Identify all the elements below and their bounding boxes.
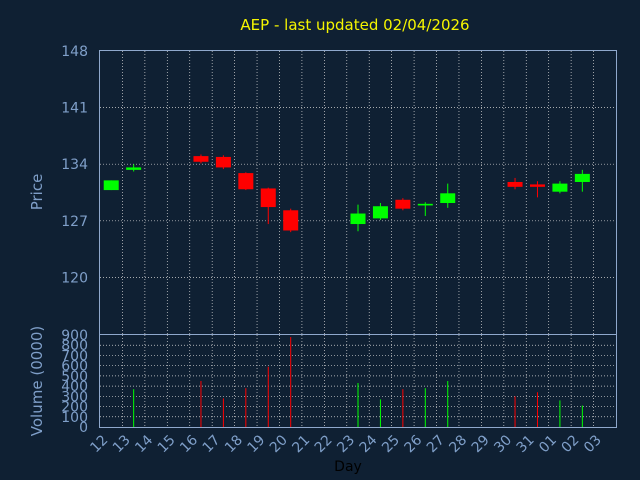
volume-tick-label: 500 — [61, 369, 88, 385]
candle-body — [529, 184, 545, 187]
price-axis-label: Price — [28, 174, 46, 211]
x-tick-label: 25 — [379, 432, 403, 456]
candle-body — [193, 156, 209, 162]
price-tick-label: 148 — [61, 44, 88, 60]
price-tick-label: 120 — [61, 270, 88, 286]
volume-bars — [133, 337, 583, 427]
price-tick-label: 127 — [61, 214, 88, 230]
x-tick-label: 14 — [132, 432, 156, 456]
volume-tick-label: 400 — [61, 379, 88, 395]
volume-tick-label: 700 — [61, 348, 88, 364]
candle-body — [440, 193, 456, 204]
candle-body — [552, 183, 568, 192]
x-tick-label: 15 — [155, 432, 179, 456]
x-tick-label: 03 — [581, 432, 605, 456]
candle-body — [260, 188, 276, 208]
candle-body — [283, 210, 299, 231]
candle-body — [417, 203, 433, 206]
candle-body — [395, 199, 411, 209]
x-tick-label: 16 — [177, 432, 201, 456]
x-tick-label: 30 — [491, 432, 515, 456]
x-tick-label: 17 — [200, 432, 224, 456]
candle-body — [350, 213, 366, 225]
grid — [100, 51, 616, 427]
volume-tick-label: 900 — [61, 328, 88, 344]
chart-title: AEP - last updated 02/04/2026 — [240, 16, 469, 34]
price-tick-label: 141 — [61, 101, 88, 117]
volume-axis-label: Volume (0000) — [28, 326, 46, 436]
x-tick-label: 28 — [446, 432, 470, 456]
volume-tick-label: 800 — [61, 338, 88, 354]
candle-body — [103, 180, 119, 191]
volume-tick-label: 100 — [61, 410, 88, 426]
volume-tick-label: 0 — [79, 420, 88, 436]
x-tick-label: 27 — [424, 432, 448, 456]
x-tick-label: 23 — [334, 432, 358, 456]
candle-body — [507, 181, 523, 187]
x-tick-label: 12 — [87, 432, 111, 456]
price-tick-label: 134 — [61, 157, 88, 173]
candle-body — [126, 167, 142, 170]
x-tick-label: 26 — [402, 432, 426, 456]
x-tick-label: 24 — [357, 432, 381, 456]
volume-tick-label: 200 — [61, 400, 88, 416]
candle-body — [574, 173, 590, 182]
volume-panel — [99, 334, 617, 428]
x-tick-label: 01 — [536, 432, 560, 456]
x-tick-label: 29 — [469, 432, 493, 456]
price-panel — [99, 50, 617, 335]
x-tick-label: 19 — [244, 432, 268, 456]
x-tick-label: 02 — [559, 432, 583, 456]
x-tick-label: 20 — [267, 432, 291, 456]
x-axis: 1213141516171819202122232425262728293031… — [87, 432, 604, 456]
price-axis: 148 141 134 127 120 — [61, 44, 88, 286]
x-tick-label: 31 — [514, 432, 538, 456]
candle-body — [372, 206, 388, 219]
candles — [103, 154, 590, 233]
x-tick-label: 22 — [312, 432, 336, 456]
x-tick-label: 13 — [110, 432, 134, 456]
x-tick-label: 21 — [289, 432, 313, 456]
x-axis-label: Day — [334, 459, 362, 475]
candle-body — [215, 156, 231, 168]
candle-body — [238, 173, 254, 190]
volume-tick-label: 600 — [61, 359, 88, 375]
x-tick-label: 18 — [222, 432, 246, 456]
volume-tick-label: 300 — [61, 389, 88, 405]
